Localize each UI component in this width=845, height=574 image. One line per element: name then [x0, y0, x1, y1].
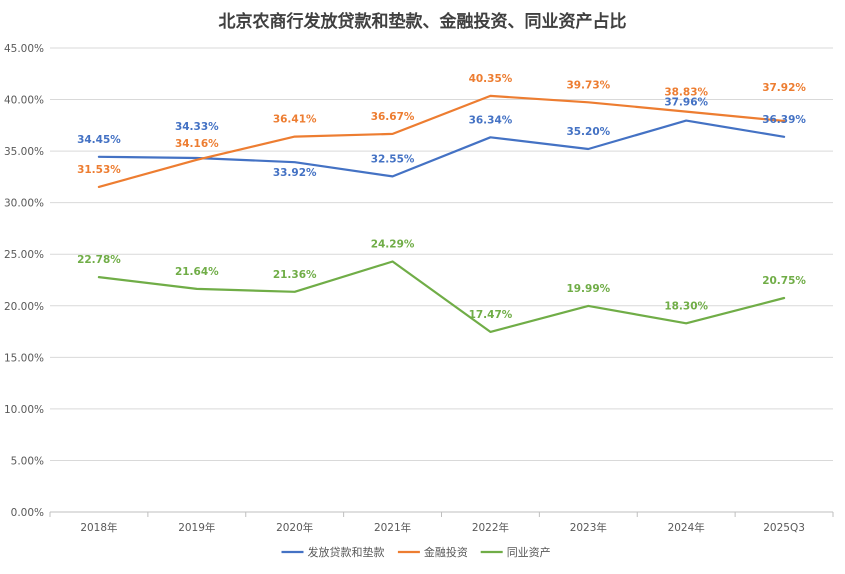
grid: [50, 47, 833, 513]
y-tick-label: 20.00%: [4, 301, 44, 313]
chart-title: 北京农商行发放贷款和垫款、金融投资、同业资产占比: [218, 12, 627, 32]
data-label: 32.55%: [371, 153, 415, 165]
y-tick-label: 0.00%: [11, 507, 44, 519]
y-tick-label: 10.00%: [4, 404, 44, 416]
data-label: 37.92%: [762, 82, 806, 94]
y-tick-label: 15.00%: [4, 352, 44, 364]
data-labels: 34.45% 34.33% 33.92% 32.55% 36.34% 35.20% 37.9…: [77, 73, 806, 321]
x-tick-label: 2021年: [374, 521, 411, 534]
series-line: [97, 260, 786, 333]
x-tick-label: 2020年: [276, 521, 313, 534]
series-line: [97, 94, 786, 188]
data-label: 21.36%: [273, 269, 317, 281]
data-label: 38.83%: [664, 87, 708, 99]
data-label: 34.45%: [77, 134, 121, 146]
data-label: 34.16%: [175, 138, 219, 150]
data-label: 35.20%: [566, 126, 610, 138]
series-lines: [97, 94, 786, 333]
y-tick-label: 25.00%: [4, 249, 44, 261]
x-tick-label: 2025Q3: [763, 522, 805, 534]
data-label: 40.35%: [469, 73, 513, 85]
data-label: 36.67%: [371, 111, 415, 123]
data-label: 34.33%: [175, 121, 219, 133]
data-label: 36.39%: [762, 114, 806, 126]
y-tick-label: 35.00%: [4, 146, 44, 158]
legend: 发放贷款和垫款 金融投资 同业资产: [281, 545, 551, 559]
x-tick-label: 2018年: [80, 521, 117, 534]
legend-label: 发放贷款和垫款: [308, 545, 385, 559]
data-label: 36.41%: [273, 114, 317, 126]
y-tick-label: 5.00%: [11, 455, 44, 467]
y-tick-label: 40.00%: [4, 95, 44, 107]
data-label: 37.96%: [664, 97, 708, 109]
data-label: 24.29%: [371, 239, 415, 251]
y-tick-label: 45.00%: [4, 43, 44, 55]
legend-label: 同业资产: [507, 545, 551, 559]
x-tick-label: 2023年: [570, 521, 607, 534]
series-line: [97, 119, 786, 178]
data-label: 21.64%: [175, 266, 219, 278]
x-tick-label: 2024年: [668, 521, 705, 534]
data-label: 39.73%: [566, 79, 610, 91]
data-label: 33.92%: [273, 167, 317, 179]
data-label: 17.47%: [469, 309, 513, 321]
legend-label: 金融投资: [424, 545, 468, 559]
y-tick-label: 30.00%: [4, 198, 44, 210]
data-label: 31.53%: [77, 164, 121, 176]
data-label: 18.30%: [664, 300, 708, 312]
x-tick-label: 2022年: [472, 521, 509, 534]
data-label: 22.78%: [77, 254, 121, 266]
data-label: 19.99%: [566, 283, 610, 295]
data-label: 20.75%: [762, 275, 806, 287]
x-tick-label: 2019年: [178, 521, 215, 534]
axes: 0.00% 5.00% 10.00% 15.00% 20.00% 25.00% 30.00%…: [4, 43, 834, 534]
data-label: 36.34%: [469, 114, 513, 126]
